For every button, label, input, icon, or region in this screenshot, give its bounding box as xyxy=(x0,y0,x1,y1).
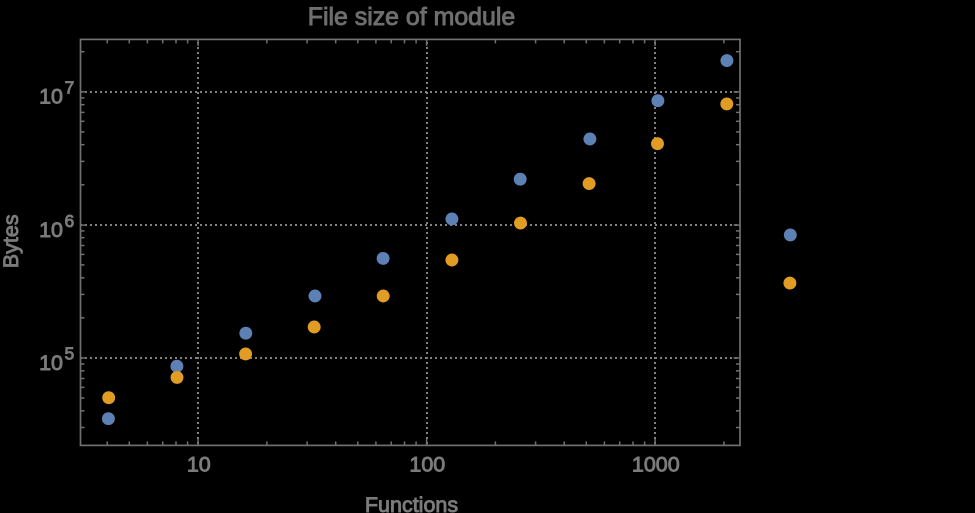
svg-text:10: 10 xyxy=(39,85,63,109)
svg-text:10: 10 xyxy=(187,453,211,477)
svg-text:6: 6 xyxy=(65,211,75,231)
svg-text:10: 10 xyxy=(39,351,63,375)
svg-text:5: 5 xyxy=(65,344,75,364)
svg-text:Bytes: Bytes xyxy=(0,214,23,268)
svg-text:File size of module: File size of module xyxy=(308,3,516,31)
svg-text:1000: 1000 xyxy=(632,453,680,477)
svg-text:10: 10 xyxy=(39,218,63,242)
svg-text:Functions: Functions xyxy=(365,493,458,513)
svg-text:100: 100 xyxy=(409,453,445,477)
svg-text:7: 7 xyxy=(65,78,75,98)
